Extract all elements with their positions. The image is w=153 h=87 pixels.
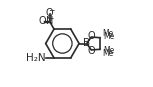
Text: N: N: [46, 16, 53, 26]
Text: Me: Me: [102, 29, 113, 38]
Text: −: −: [48, 6, 54, 15]
Text: O: O: [39, 16, 47, 26]
Text: Me: Me: [104, 32, 115, 41]
Text: B: B: [83, 39, 90, 48]
Text: Me: Me: [104, 46, 115, 55]
Text: Me: Me: [102, 49, 113, 58]
Text: H₂N: H₂N: [26, 53, 45, 63]
Text: O: O: [88, 31, 95, 41]
Text: O: O: [46, 8, 53, 18]
Text: O: O: [88, 46, 95, 56]
Text: +: +: [48, 14, 54, 23]
